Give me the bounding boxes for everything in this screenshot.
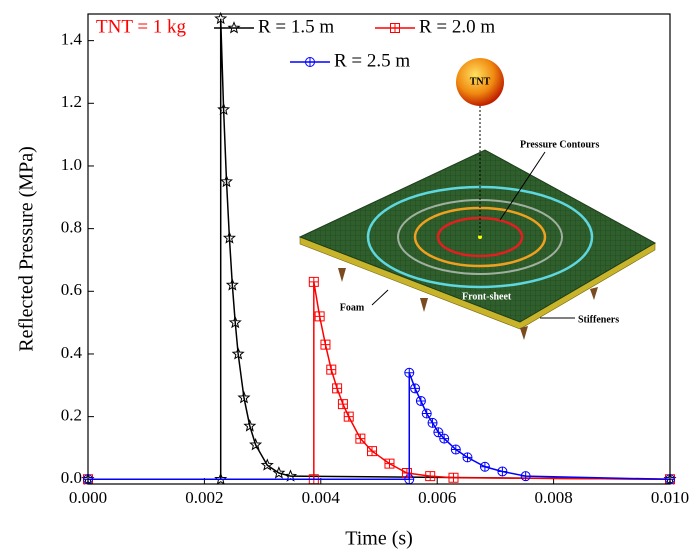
stiffener bbox=[420, 298, 428, 312]
y-tick-label: 0.4 bbox=[61, 343, 83, 362]
marker bbox=[462, 452, 473, 463]
y-tick-label: 1.2 bbox=[61, 92, 82, 111]
y-tick-label: 0.8 bbox=[61, 218, 82, 237]
leader bbox=[499, 151, 546, 221]
x-axis-title: Time (s) bbox=[345, 528, 413, 550]
marker bbox=[427, 417, 438, 428]
marker bbox=[272, 466, 286, 479]
marker bbox=[231, 347, 245, 360]
marker bbox=[404, 474, 415, 485]
inset-label: TNT bbox=[470, 76, 491, 87]
marker bbox=[337, 399, 348, 410]
series-line bbox=[88, 281, 671, 481]
marker bbox=[217, 102, 231, 116]
marker bbox=[320, 339, 331, 350]
marker bbox=[497, 466, 508, 477]
marker bbox=[450, 444, 461, 455]
marker bbox=[433, 427, 444, 438]
stiffener bbox=[520, 326, 528, 340]
inset-label: Foam bbox=[340, 302, 365, 313]
y-axis-title: Reflected Pressure (MPa) bbox=[16, 146, 38, 352]
legend-label: R = 2.0 m bbox=[419, 16, 495, 37]
x-tick-label: 0.004 bbox=[302, 488, 341, 507]
y-tick-label: 1.0 bbox=[61, 155, 82, 174]
legend-title: TNT = 1 kg bbox=[96, 16, 187, 37]
legend-label: R = 1.5 m bbox=[258, 16, 334, 37]
x-tick-label: 0.002 bbox=[185, 488, 223, 507]
marker bbox=[520, 471, 531, 482]
plate bbox=[298, 149, 657, 323]
x-tick-label: 0.010 bbox=[651, 488, 689, 507]
marker bbox=[225, 278, 239, 291]
x-tick-label: 0.008 bbox=[534, 488, 572, 507]
marker bbox=[243, 419, 257, 432]
x-tick-label: 0.006 bbox=[418, 488, 456, 507]
inset-diagram: TNT Pressure Contours Foam Front-sheet S… bbox=[298, 58, 657, 340]
marker bbox=[305, 57, 316, 67]
marker bbox=[214, 472, 228, 485]
marker bbox=[214, 11, 228, 25]
y-tick-label: 0.6 bbox=[61, 280, 82, 299]
marker bbox=[222, 231, 237, 244]
marker bbox=[227, 21, 241, 34]
marker bbox=[314, 311, 325, 322]
marker bbox=[228, 315, 242, 329]
marker bbox=[425, 471, 436, 482]
x-tick-label: 0.000 bbox=[69, 488, 107, 507]
marker bbox=[237, 390, 251, 404]
marker bbox=[479, 461, 490, 472]
inset-label: Pressure Contours bbox=[520, 139, 599, 150]
marker bbox=[410, 383, 421, 394]
marker bbox=[343, 411, 354, 422]
stiffener bbox=[590, 287, 598, 300]
inset-label: Stiffeners bbox=[578, 314, 619, 325]
marker bbox=[249, 437, 263, 451]
y-tick-label: 0.2 bbox=[61, 406, 82, 425]
charge bbox=[456, 58, 504, 106]
y-tick-label: 1.4 bbox=[61, 30, 83, 49]
marker bbox=[415, 395, 426, 406]
marker bbox=[448, 472, 459, 483]
legend-label: R = 2.5 m bbox=[334, 50, 410, 71]
inset-label: Front-sheet bbox=[462, 291, 512, 302]
center bbox=[478, 235, 482, 239]
series-line bbox=[88, 372, 671, 481]
marker bbox=[421, 408, 432, 419]
marker bbox=[332, 383, 343, 394]
leader bbox=[371, 289, 389, 306]
marker bbox=[367, 446, 378, 457]
marker bbox=[308, 276, 319, 287]
marker bbox=[355, 433, 366, 444]
marker bbox=[401, 468, 412, 479]
marker bbox=[390, 23, 400, 33]
plot-frame bbox=[87, 13, 671, 485]
y-tick-label: 0.0 bbox=[61, 468, 82, 487]
marker bbox=[439, 433, 450, 444]
marker bbox=[404, 367, 415, 378]
stiffener bbox=[338, 268, 346, 282]
marker bbox=[384, 458, 395, 469]
series-line bbox=[88, 18, 671, 481]
marker bbox=[326, 364, 337, 375]
marker bbox=[260, 458, 274, 471]
marker bbox=[220, 174, 233, 188]
